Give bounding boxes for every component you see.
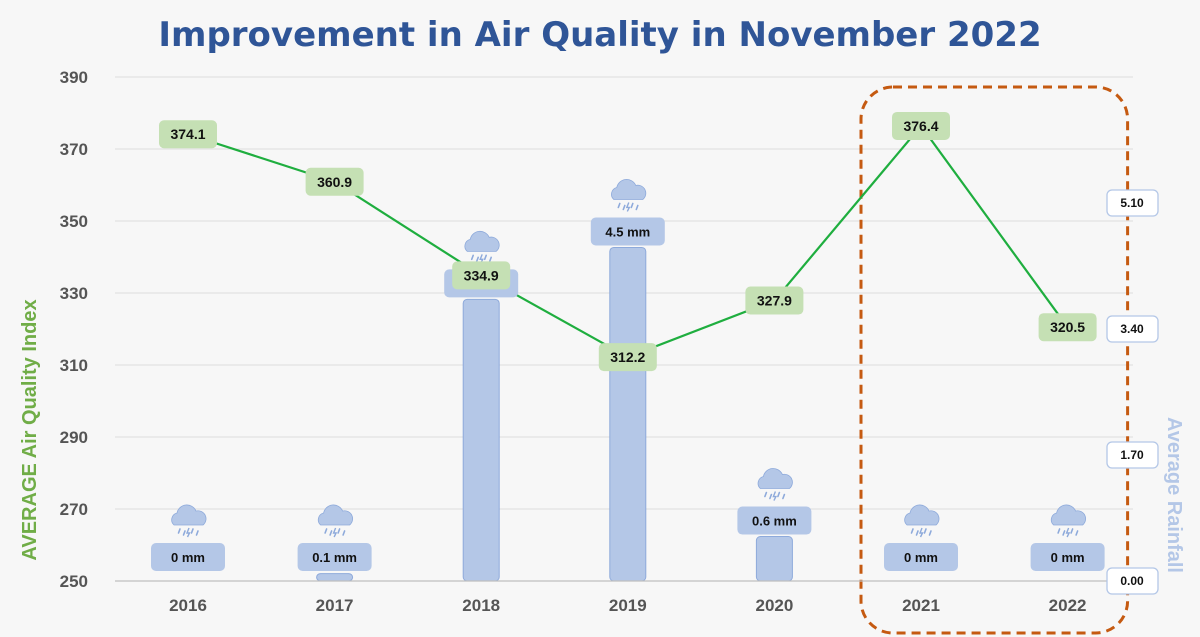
x-tick-label: 2020: [755, 596, 793, 615]
rain-cloud-icon: [171, 504, 207, 538]
y-tick-label: 350: [60, 212, 88, 231]
y-tick-label: 370: [60, 140, 88, 159]
highlight-box-group: [859, 85, 1130, 635]
rain-label-box: [297, 543, 372, 571]
x-tick-label: 2019: [609, 596, 647, 615]
rain-label-box: [590, 217, 665, 246]
rain-label: 0 mm: [171, 550, 205, 565]
rain-label: 0.6 mm: [752, 514, 797, 529]
rain-bar: [462, 298, 500, 582]
rain-label: 0.1 mm: [312, 550, 357, 565]
y-tick-label: 310: [60, 356, 88, 375]
rain-label-box: [884, 543, 958, 571]
rain-label-box: [1030, 543, 1105, 571]
rain-label-box: [737, 506, 812, 535]
y2-tick-box: [1106, 567, 1159, 595]
x-tick-label: 2022: [1049, 596, 1087, 615]
y-tick-label: 270: [60, 500, 88, 519]
y2-tick-label: 3.40: [1120, 322, 1144, 336]
data-labels: 0 mm0.1 mm3.8 mm4.5 mm0.6 mm0 mm0 mm374.…: [151, 111, 1105, 571]
y-tick-label: 390: [60, 68, 88, 87]
rain-label: 0 mm: [1051, 550, 1085, 565]
aqi-label-box: [598, 343, 657, 372]
aqi-label-box: [1038, 313, 1097, 342]
y-axis-label: AVERAGE Air Quality Index: [19, 299, 41, 560]
aqi-label-box: [745, 286, 804, 315]
aqi-label-box: [305, 167, 364, 196]
rain-cloud-icon: [464, 230, 500, 264]
y2-tick-box: [1106, 189, 1159, 217]
aqi-value-label: 327.9: [757, 293, 792, 309]
aqi-label-box: [892, 111, 950, 140]
y2-tick-box: [1106, 441, 1159, 469]
rain-cloud-icon: [757, 468, 793, 501]
rain-cloud-icon: [1050, 504, 1086, 538]
aqi-value-label: 376.4: [903, 118, 938, 134]
aqi-value-label: 374.1: [170, 126, 205, 142]
rain-cloud-icon: [904, 504, 940, 538]
axes: 390 370 350 330 310 290 270 250 2016 2017 2018 2019…: [60, 68, 1159, 615]
aqi-label-box: [159, 120, 217, 149]
rain-cloud-icon: [611, 179, 647, 212]
y-tick-label: 290: [60, 428, 88, 447]
rain-bar: [609, 246, 647, 582]
y-tick-label: 250: [60, 572, 88, 591]
rain-bar: [755, 536, 793, 582]
x-tick-label: 2017: [316, 596, 354, 615]
x-tick-label: 2018: [462, 596, 500, 615]
rainfall-bars: [316, 246, 793, 582]
x-tick-label: 2021: [902, 596, 940, 615]
highlight-box: [859, 85, 1130, 635]
y2-tick-label: 5.10: [1120, 196, 1144, 210]
chart-title: Improvement in Air Quality in November 2…: [158, 15, 1041, 55]
y2-axis-label: Average Rainfall: [1163, 417, 1185, 573]
rain-cloud-icon: [317, 504, 353, 538]
x-tick-label: 2016: [169, 596, 207, 615]
y2-tick-box: [1106, 315, 1159, 343]
aqi-value-label: 312.2: [610, 349, 645, 365]
y-tick-label: 330: [60, 284, 88, 303]
aqi-value-label: 320.5: [1050, 319, 1085, 335]
y2-tick-label: 1.70: [1120, 448, 1144, 462]
aqi-value-label: 360.9: [317, 174, 352, 190]
aqi-value-label: 334.9: [464, 267, 499, 283]
aqi-label-box: [452, 261, 511, 290]
rain-bar: [316, 573, 354, 582]
rain-label-box: [151, 543, 225, 571]
y2-tick-label: 0.00: [1120, 574, 1144, 588]
rain-label: 0 mm: [904, 550, 938, 565]
rain-label: 4.5 mm: [605, 224, 650, 239]
